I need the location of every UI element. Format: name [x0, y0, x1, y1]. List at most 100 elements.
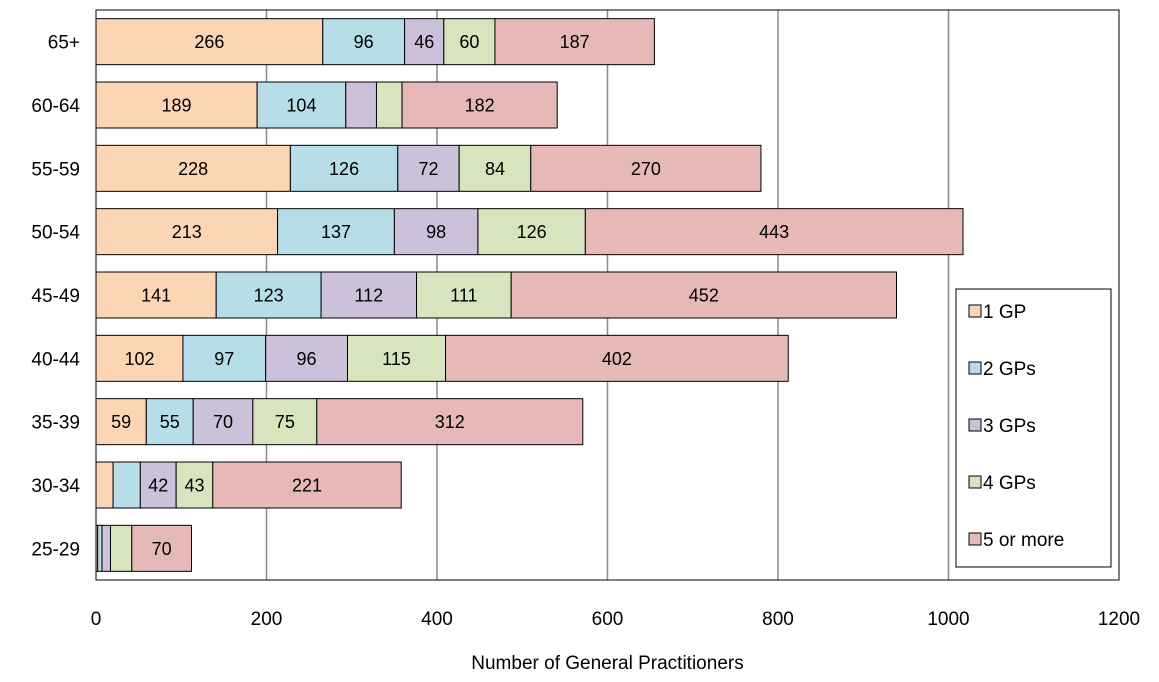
- bar-55-59-series-2: [289, 144, 399, 192]
- bar-40-44-series-4: [346, 334, 447, 382]
- y-category-label-50-54: 50-54: [31, 223, 80, 244]
- y-category-label-45-49: 45-49: [31, 286, 80, 307]
- data-label-50-54-series-4: 126: [517, 222, 547, 242]
- data-label-65+-series-2: 96: [354, 32, 374, 52]
- bar-30-34-series-5: [212, 461, 402, 509]
- data-label-25-29-series-5: 70: [152, 539, 172, 559]
- bar-35-39-series-1: [95, 398, 147, 446]
- x-tick-label-1200: 1200: [1098, 609, 1140, 630]
- x-axis-title: Number of General Practitioners: [471, 653, 743, 674]
- data-label-35-39-series-2: 55: [160, 412, 180, 432]
- data-label-65+-series-1: 266: [194, 32, 224, 52]
- y-category-label-30-34: 30-34: [31, 476, 80, 497]
- data-label-55-59-series-2: 126: [329, 159, 359, 179]
- y-category-label-60-64: 60-64: [31, 96, 80, 117]
- x-tick-label-600: 600: [592, 609, 624, 630]
- data-label-45-49-series-5: 452: [689, 286, 719, 306]
- data-label-55-59-series-1: 228: [178, 159, 208, 179]
- data-label-30-34-series-5: 221: [292, 476, 322, 496]
- bar-40-44-series-1: [95, 334, 184, 382]
- data-label-45-49-series-2: 123: [254, 286, 284, 306]
- data-label-30-34-series-3: 42: [148, 476, 168, 496]
- bar-45-49-series-4: [416, 271, 512, 319]
- bar-50-54-series-5: [584, 208, 964, 256]
- data-label-60-64-series-5: 182: [465, 96, 495, 116]
- legend-label-series-1: 1 GP: [983, 302, 1026, 323]
- x-tick-label-200: 200: [251, 609, 283, 630]
- bar-40-44-series-5: [445, 334, 789, 382]
- bar-50-54-series-3: [393, 208, 479, 256]
- data-labels: 70 42 43 221 59 55 70 75 312 102 97 96 115 402 141 123 1…: [111, 32, 789, 559]
- bar-45-49-series-3: [320, 271, 418, 319]
- data-label-45-49-series-1: 141: [141, 286, 171, 306]
- bar-45-49-series-1: [95, 271, 217, 319]
- data-label-35-39-series-5: 312: [435, 412, 465, 432]
- legend-box: [955, 288, 1112, 568]
- bar-45-49-series-5: [510, 271, 897, 319]
- bar-30-34-series-4: [175, 461, 214, 509]
- bar-50-54-series-4: [477, 208, 586, 256]
- x-axis-ticks: 0 200 400 600 800 1000 1200: [91, 609, 1140, 630]
- y-axis-categories: 25-29 30-34 35-39 40-44 45-49 50-54 55-59 60-64…: [31, 33, 80, 561]
- bar-55-59-series-5: [530, 144, 762, 192]
- bar-40-44-series-2: [182, 334, 267, 382]
- legend: 1 GP 2 GPs 3 GPs 4 GPs 5 or more: [955, 288, 1112, 568]
- data-label-55-59-series-5: 270: [631, 159, 661, 179]
- bar-35-39-series-3: [192, 398, 254, 446]
- data-label-40-44-series-2: 97: [214, 349, 234, 369]
- data-label-40-44-series-4: 115: [382, 349, 411, 369]
- data-label-40-44-series-3: 96: [297, 349, 317, 369]
- bar-50-54-series-2: [277, 208, 395, 256]
- bar-40-44-series-3: [265, 334, 348, 382]
- y-category-label-65+: 65+: [48, 33, 80, 54]
- data-label-55-59-series-4: 84: [485, 159, 505, 179]
- legend-label-series-5: 5 or more: [983, 530, 1064, 551]
- bar-45-49-series-2: [215, 271, 322, 319]
- bar-60-64-series-5: [401, 81, 558, 129]
- legend-label-series-2: 2 GPs: [983, 359, 1036, 380]
- data-label-50-54-series-3: 98: [426, 222, 446, 242]
- x-tick-label-1000: 1000: [927, 609, 969, 630]
- bar-60-64-series-1: [95, 81, 258, 129]
- bar-65+-series-2: [322, 18, 406, 66]
- bar-25-29-series-5: [131, 524, 192, 572]
- data-label-45-49-series-4: 111: [450, 286, 477, 306]
- bar-35-39-series-5: [316, 398, 584, 446]
- legend-swatch-series-5: [968, 532, 982, 546]
- data-label-45-49-series-3: 112: [354, 286, 383, 306]
- bar-25-29-series-4: [109, 524, 133, 572]
- data-label-35-39-series-4: 75: [275, 412, 295, 432]
- y-category-label-40-44: 40-44: [31, 349, 80, 370]
- bar-30-34-series-3: [139, 461, 177, 509]
- data-label-65+-series-4: 60: [459, 32, 479, 52]
- bar-25-29-series-3: [101, 524, 111, 572]
- x-tick-label-400: 400: [421, 609, 453, 630]
- plot-area-frame: [95, 9, 1120, 581]
- data-label-40-44-series-5: 402: [602, 349, 632, 369]
- data-label-35-39-series-1: 59: [111, 412, 131, 432]
- bar-25-29-series-2: [97, 524, 103, 572]
- legend-swatch-series-3: [968, 418, 982, 432]
- y-category-label-55-59: 55-59: [31, 159, 80, 180]
- data-label-65+-series-5: 187: [560, 32, 590, 52]
- legend-label-series-3: 3 GPs: [983, 416, 1036, 437]
- data-label-50-54-series-1: 213: [172, 222, 202, 242]
- bar-55-59-series-3: [397, 144, 460, 192]
- y-category-label-35-39: 35-39: [31, 413, 80, 434]
- bar-50-54-series-1: [95, 208, 279, 256]
- data-label-65+-series-3: 46: [414, 32, 434, 52]
- y-category-label-25-29: 25-29: [31, 539, 80, 560]
- bar-35-39-series-4: [252, 398, 318, 446]
- bars: [95, 18, 964, 572]
- bar-55-59-series-4: [458, 144, 532, 192]
- bar-60-64-series-3: [345, 81, 377, 129]
- x-tick-label-0: 0: [91, 609, 102, 630]
- data-label-50-54-series-5: 443: [759, 222, 789, 242]
- data-label-30-34-series-4: 43: [184, 476, 204, 496]
- bar-65+-series-4: [443, 18, 496, 66]
- data-label-50-54-series-2: 137: [321, 222, 351, 242]
- legend-swatch-series-1: [968, 304, 982, 318]
- data-label-60-64-series-2: 104: [286, 96, 316, 116]
- bar-30-34-series-1: [95, 461, 114, 509]
